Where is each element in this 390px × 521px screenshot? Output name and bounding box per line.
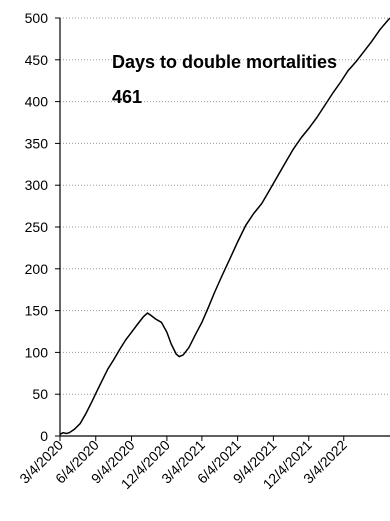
y-tick-label: 150: [25, 303, 49, 319]
y-tick-label: 100: [25, 344, 49, 360]
series-line: [59, 17, 390, 435]
y-axis-ticks: 0 50 100 150 200 250 300 350 400 450 500: [25, 10, 60, 444]
y-tick-label: 500: [25, 10, 49, 26]
y-tick-label: 200: [25, 261, 49, 277]
annotation-title: Days to double mortalities: [112, 52, 337, 72]
y-tick-label: 300: [25, 177, 49, 193]
y-tick-label: 450: [25, 52, 49, 68]
annotation-value: 461: [112, 87, 142, 107]
y-tick-label: 400: [25, 94, 49, 110]
y-tick-label: 50: [32, 386, 48, 402]
y-tick-label: 250: [25, 219, 49, 235]
y-tick-label: 0: [40, 428, 48, 444]
x-axis-ticks: 3/4/20206/4/20209/4/202012/4/20203/4/202…: [16, 436, 350, 492]
y-tick-label: 350: [25, 135, 49, 151]
grid-lines: [60, 17, 390, 395]
